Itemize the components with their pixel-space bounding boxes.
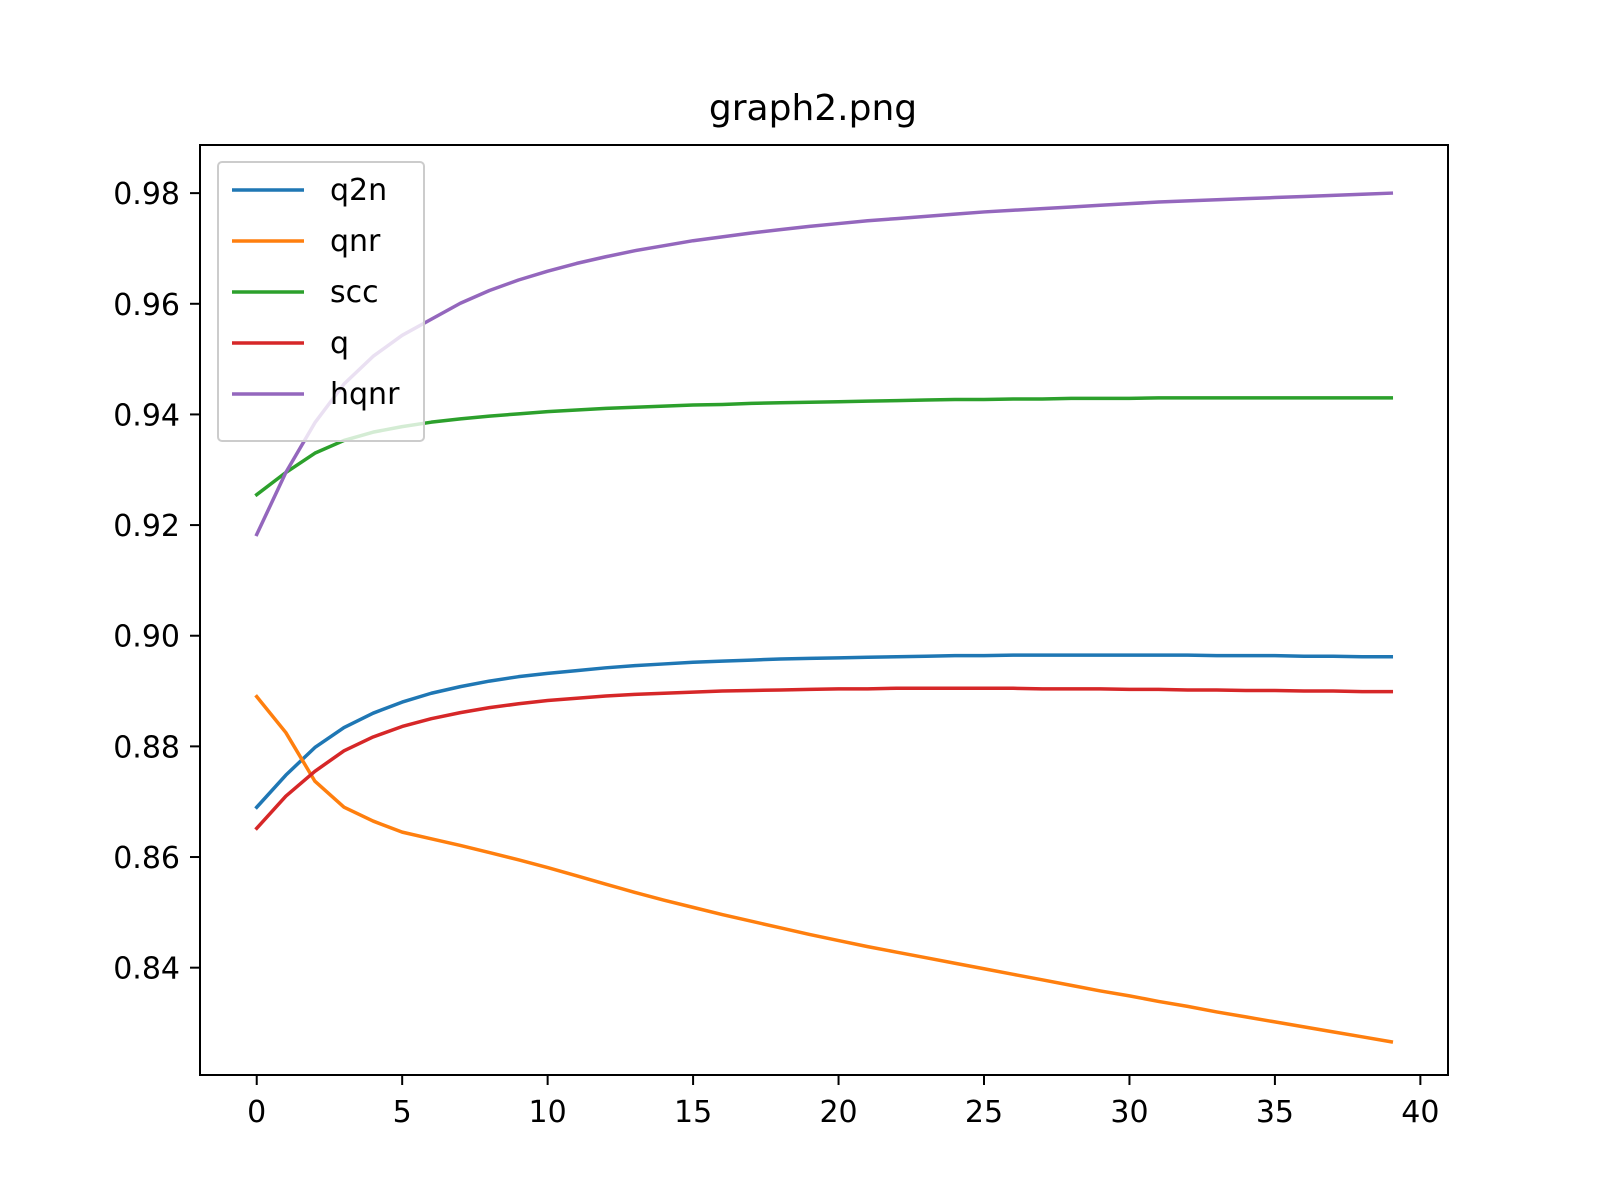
legend-label-hqnr: hqnr bbox=[330, 377, 400, 412]
x-tick-label: 40 bbox=[1401, 1095, 1439, 1130]
x-tick-label: 20 bbox=[819, 1095, 857, 1130]
x-tick-label: 30 bbox=[1110, 1095, 1148, 1130]
x-tick-label: 15 bbox=[674, 1095, 712, 1130]
series-line-qnr bbox=[254, 694, 1394, 1044]
series-line-hqnr bbox=[254, 191, 1394, 537]
plot-frame bbox=[199, 144, 1449, 1076]
y-tick-label: 0.88 bbox=[113, 730, 180, 765]
y-tick-label: 0.94 bbox=[113, 398, 180, 433]
y-tick-label: 0.98 bbox=[113, 177, 180, 212]
x-tick-label: 10 bbox=[529, 1095, 567, 1130]
series-line-scc bbox=[254, 396, 1394, 498]
legend-box bbox=[217, 161, 425, 442]
legend-label-qnr: qnr bbox=[330, 224, 381, 259]
y-axis: 0.84 0.86 0.88 0.90 0.92 0.94 0.96 0.98 bbox=[113, 177, 200, 987]
series-line-q bbox=[254, 686, 1394, 831]
plot-area bbox=[254, 191, 1394, 1044]
legend-label-q: q bbox=[330, 326, 349, 361]
x-tick-label: 25 bbox=[965, 1095, 1003, 1130]
x-tick-label: 35 bbox=[1256, 1095, 1294, 1130]
x-tick-label: 5 bbox=[393, 1095, 412, 1130]
x-axis: 0 5 10 15 20 25 30 35 40 bbox=[247, 1075, 1439, 1130]
series-line-q2n bbox=[254, 653, 1394, 810]
legend-label-scc: scc bbox=[330, 275, 379, 310]
legend: q2n qnr scc q hqnr bbox=[217, 161, 425, 442]
x-tick-label: 0 bbox=[247, 1095, 266, 1130]
y-tick-label: 0.84 bbox=[113, 952, 180, 987]
chart-title: graph2.png bbox=[709, 88, 917, 129]
legend-label-q2n: q2n bbox=[330, 173, 387, 208]
y-tick-label: 0.90 bbox=[113, 620, 180, 655]
y-tick-label: 0.96 bbox=[113, 288, 180, 323]
y-tick-label: 0.86 bbox=[113, 841, 180, 876]
y-tick-label: 0.92 bbox=[113, 509, 180, 544]
